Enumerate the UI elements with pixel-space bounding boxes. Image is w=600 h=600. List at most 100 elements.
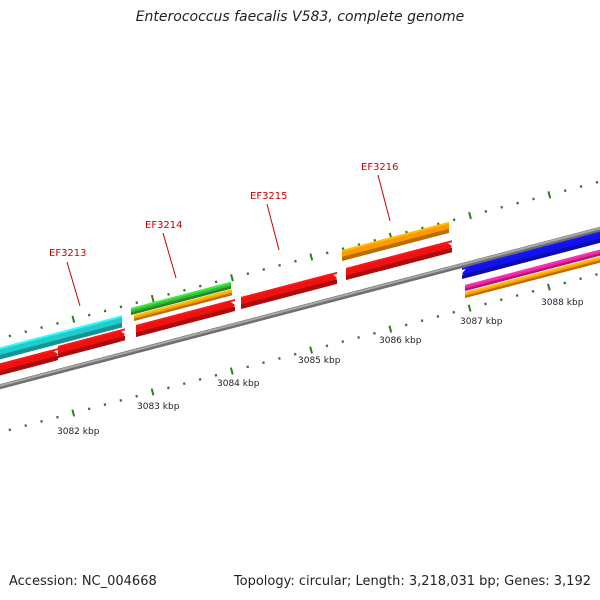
gene-label-ef3215[interactable]: EF3215 — [250, 191, 288, 202]
inner-tick-32 — [499, 298, 503, 302]
outer-tick-7 — [103, 309, 107, 313]
inner-tick-24 — [373, 331, 376, 335]
outer-tick-13 — [198, 284, 202, 288]
gene-label-ef3213[interactable]: EF3213 — [49, 248, 87, 259]
outer-tick-33 — [516, 201, 519, 205]
feature-red-1 — [0, 348, 58, 376]
leader-ef3216 — [377, 174, 391, 222]
outer-tick-32 — [500, 205, 504, 209]
inner-tick-26 — [404, 323, 408, 327]
outer-tick-37 — [579, 185, 583, 188]
genome-summary-text: Topology: circular; Length: 3,218,031 bp… — [233, 574, 591, 589]
leader-ef3213 — [66, 261, 81, 307]
outer-tick-31 — [484, 209, 488, 213]
feature-green-ef3214 — [131, 281, 231, 315]
inner-tick-16 — [246, 365, 250, 369]
inner-tick-30 — [467, 304, 472, 312]
outer-tick-20 — [309, 253, 314, 261]
outer-tick-4 — [56, 321, 59, 325]
inner-tick-11 — [167, 386, 170, 390]
outer-tick-38 — [595, 180, 599, 184]
gene-label-ef3214[interactable]: EF3214 — [145, 220, 183, 231]
feature-red-3 — [136, 299, 235, 337]
feature-red-4 — [241, 271, 337, 309]
feature-blue-reverse — [462, 231, 600, 279]
outer-tick-8 — [119, 305, 123, 309]
tick-label-3087: 3087 kbp — [460, 317, 503, 327]
inner-tick-track — [8, 273, 598, 432]
inner-tick-25 — [388, 325, 393, 333]
tick-label-3083: 3083 kbp — [137, 402, 180, 412]
tick-label-3084: 3084 kbp — [217, 379, 260, 389]
inner-tick-17 — [262, 361, 265, 365]
inner-tick-34 — [531, 289, 535, 293]
feature-red-5 — [346, 240, 452, 280]
outer-tick-24 — [373, 239, 377, 242]
inner-tick-9 — [135, 394, 139, 398]
leader-ef3214 — [162, 232, 177, 279]
outer-tick-29 — [452, 218, 456, 222]
inner-tick-8 — [119, 398, 123, 402]
inner-tick-7 — [103, 403, 107, 407]
outer-tick-21 — [325, 251, 329, 255]
inner-tick-38 — [595, 273, 598, 276]
outer-tick-6 — [87, 313, 91, 317]
tick-label-group: 3082 kbp 3083 kbp 3084 kbp 3085 kbp 3086… — [57, 298, 584, 437]
outer-tick-10 — [150, 294, 155, 303]
gene-label-ef3216[interactable]: EF3216 — [361, 162, 399, 173]
outer-tick-23 — [357, 243, 361, 247]
inner-tick-19 — [293, 352, 297, 356]
outer-tick-34 — [532, 197, 535, 201]
outer-tick-9 — [135, 301, 139, 305]
outer-tick-track — [8, 180, 599, 338]
inner-tick-28 — [436, 315, 440, 318]
feature-red-2 — [58, 328, 125, 358]
inner-tick-6 — [87, 407, 91, 411]
outer-tick-36 — [563, 189, 567, 193]
inner-tick-14 — [214, 373, 218, 377]
inner-tick-29 — [452, 310, 456, 314]
tick-label-3082: 3082 kbp — [57, 427, 100, 437]
inner-tick-4 — [56, 415, 59, 419]
inner-tick-20 — [309, 346, 313, 354]
feature-orange-ef3214 — [134, 289, 232, 321]
inner-tick-10 — [150, 388, 155, 396]
inner-tick-22 — [341, 340, 345, 344]
outer-tick-17 — [262, 268, 266, 271]
feature-orange-ef3216 — [342, 221, 449, 261]
map-title: Enterococcus faecalis V583, complete gen… — [135, 9, 465, 25]
outer-tick-16 — [246, 272, 250, 276]
tick-label-3086: 3086 kbp — [379, 336, 422, 346]
outer-tick-5 — [71, 315, 76, 323]
inner-tick-12 — [182, 382, 186, 386]
feature-magenta — [465, 249, 600, 291]
outer-tick-15 — [230, 274, 234, 282]
inner-tick-13 — [198, 378, 202, 381]
label-leader-lines — [66, 174, 391, 307]
tick-label-3088: 3088 kbp — [541, 298, 584, 308]
inner-tick-1 — [8, 428, 12, 432]
inner-tick-33 — [515, 294, 519, 297]
genome-backbone — [0, 226, 600, 390]
inner-tick-31 — [484, 302, 487, 306]
inner-tick-3 — [40, 419, 43, 423]
inner-tick-15 — [229, 367, 234, 375]
inner-tick-5 — [71, 409, 76, 417]
outer-tick-26 — [405, 230, 408, 234]
outer-tick-30 — [468, 211, 472, 220]
outer-tick-14 — [214, 280, 218, 284]
inner-tick-18 — [278, 357, 281, 360]
inner-tick-21 — [325, 344, 329, 348]
inner-tick-23 — [357, 336, 361, 339]
outer-tick-27 — [421, 226, 424, 230]
outer-tick-1 — [8, 334, 12, 338]
tick-label-3085: 3085 kbp — [298, 356, 341, 366]
inner-tick-27 — [420, 319, 424, 323]
outer-tick-2 — [24, 330, 28, 334]
outer-tick-28 — [436, 222, 440, 226]
outer-tick-19 — [294, 259, 297, 263]
inner-tick-36 — [563, 281, 567, 285]
outer-tick-3 — [40, 326, 43, 329]
